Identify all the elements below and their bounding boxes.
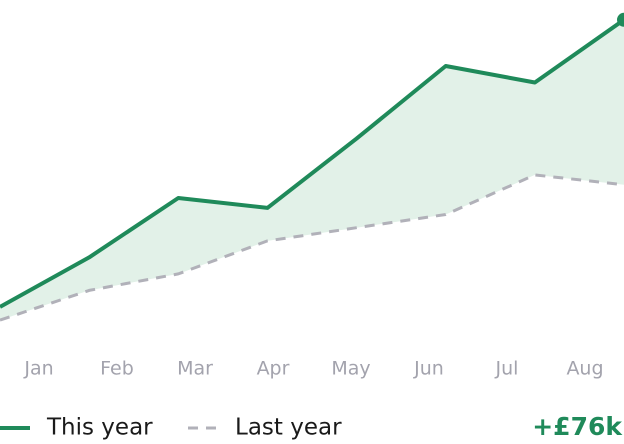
x-tick-label: Mar — [177, 358, 213, 380]
area-between — [0, 19, 624, 321]
x-tick-label: Feb — [100, 358, 134, 380]
x-tick-label: May — [331, 358, 370, 380]
total-change: +£76k — [532, 412, 623, 441]
end-point — [617, 12, 624, 27]
series-line — [0, 173, 624, 322]
x-tick-label: Jan — [23, 358, 53, 380]
x-tick-label: Aug — [566, 358, 603, 380]
x-tick-label: Apr — [257, 358, 290, 380]
legend-label: This year — [46, 415, 153, 441]
x-tick-label: Jun — [413, 358, 444, 380]
series-line — [0, 18, 624, 309]
legend-label: Last year — [235, 415, 342, 441]
x-tick-label: Jul — [495, 358, 519, 380]
plot: Jan Feb Mar Apr May Jun Jul Aug This year Last ye… — [0, 12, 624, 441]
